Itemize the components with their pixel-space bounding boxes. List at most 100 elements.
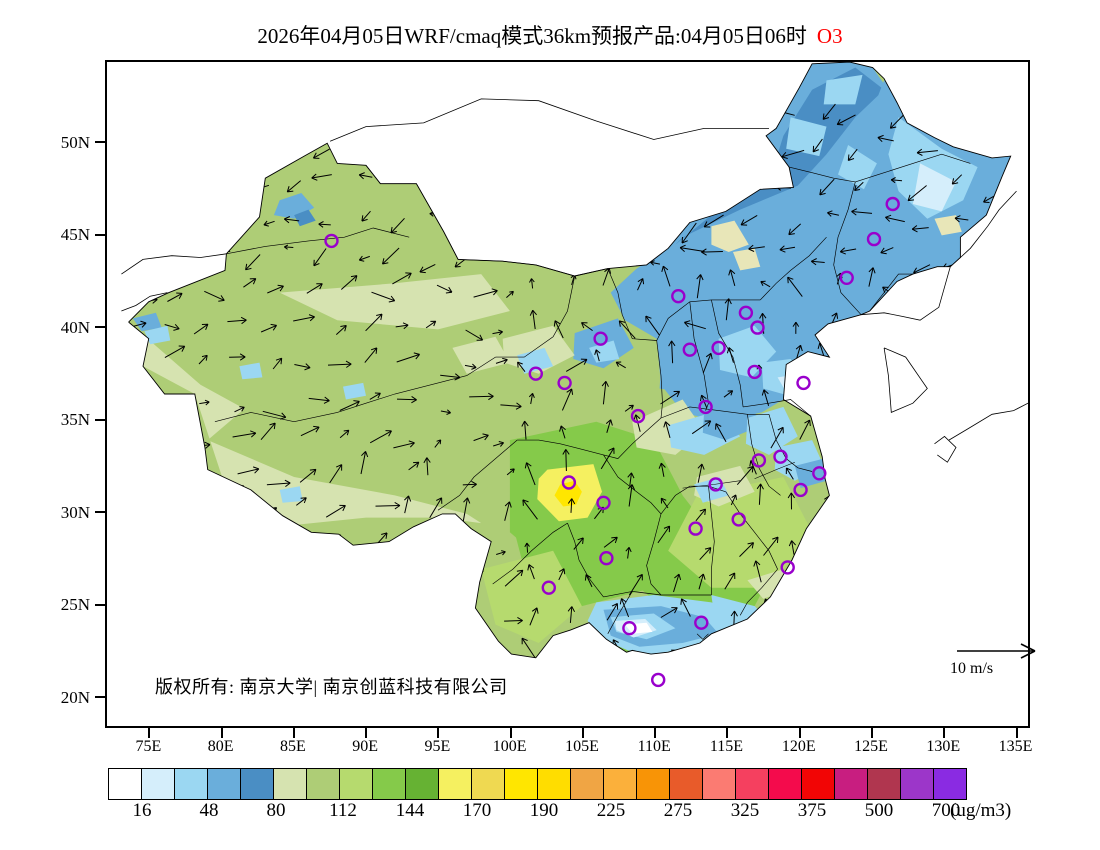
color-scale-swatch (669, 768, 703, 800)
x-axis-tick (509, 728, 512, 738)
wind-vector (620, 683, 631, 704)
station-marker[interactable] (866, 231, 882, 247)
station-marker[interactable] (694, 615, 709, 630)
station-marker[interactable] (593, 331, 608, 346)
wind-vector (328, 534, 342, 549)
wind-vector (827, 210, 840, 217)
wind-vector (393, 440, 415, 449)
wind-vector (521, 637, 536, 658)
map-plot-area (105, 60, 1030, 728)
station-marker[interactable] (596, 495, 611, 510)
fill-shanghai (794, 458, 827, 489)
wind-vector (862, 606, 871, 629)
wind-vector (128, 216, 130, 221)
wind-vector (705, 658, 711, 670)
wind-vector (457, 220, 469, 228)
wind-vector (789, 679, 795, 697)
wind-vector (142, 495, 154, 506)
wind-vector (529, 678, 542, 691)
wind-vector (266, 628, 279, 635)
kyushu-outline (934, 435, 957, 463)
wind-vector (788, 651, 797, 658)
station-marker[interactable] (651, 672, 666, 688)
wind-vector (668, 340, 676, 364)
wind-vector (748, 244, 765, 252)
wind-vector (220, 112, 232, 119)
station-marker[interactable] (885, 196, 900, 212)
station-marker[interactable] (541, 580, 556, 595)
wind-vector (382, 138, 401, 146)
wind-vector (557, 176, 569, 183)
wind-vector (995, 575, 1011, 588)
wind-vector (365, 313, 383, 332)
russia-far-east (960, 190, 1017, 258)
station-marker[interactable] (671, 288, 686, 304)
wind-vector (195, 449, 203, 471)
wind-vector (299, 468, 317, 483)
color-scale-tick-label: 190 (529, 800, 559, 821)
color-scale-units: (ug/m3) (950, 800, 1012, 821)
station-marker[interactable] (731, 512, 746, 527)
station-marker[interactable] (780, 560, 795, 575)
wind-vector (600, 447, 615, 470)
wind-vector (739, 542, 754, 557)
station-marker[interactable] (682, 342, 697, 357)
wind-vector (319, 107, 334, 115)
station-marker[interactable] (796, 375, 811, 391)
wind-vector (822, 103, 836, 120)
wind-vector (373, 568, 381, 581)
y-axis-tick (95, 326, 105, 328)
wind-vector (715, 423, 727, 442)
station-marker[interactable] (750, 320, 765, 335)
station-marker[interactable] (561, 475, 577, 490)
x-axis-label: 95E (424, 738, 451, 755)
station-marker[interactable] (812, 466, 827, 481)
wind-vector (458, 618, 469, 633)
wind-vector (128, 110, 133, 123)
station-marker[interactable] (773, 449, 788, 464)
station-marker[interactable] (599, 551, 614, 566)
wind-vector (423, 457, 431, 476)
color-scale-tick-label: 80 (266, 800, 286, 821)
wind-vector (974, 223, 993, 231)
station-marker[interactable] (622, 621, 637, 636)
wind-vector (266, 479, 291, 487)
station-marker[interactable] (708, 477, 723, 492)
station-marker[interactable] (557, 375, 572, 391)
wind-vector (283, 216, 300, 224)
station-marker[interactable] (630, 408, 646, 424)
province-border (607, 268, 657, 341)
color-scale-tick-label: 325 (730, 800, 760, 821)
station-marker[interactable] (751, 453, 767, 468)
fill-nm-khaki2 (733, 248, 761, 271)
wind-vector (851, 208, 873, 216)
station-marker[interactable] (738, 305, 754, 321)
wind-vector (504, 616, 523, 625)
wind-vector (811, 258, 825, 266)
color-scale-tick-label: 375 (797, 800, 827, 821)
wind-vector (601, 380, 609, 405)
wind-vector (473, 288, 498, 298)
wind-vector (766, 646, 774, 658)
wind-vector (584, 574, 593, 588)
station-marker[interactable] (839, 270, 854, 286)
wind-vector (880, 247, 894, 255)
station-marker[interactable] (698, 399, 713, 415)
wind-vector (493, 179, 509, 197)
station-marker[interactable] (688, 521, 703, 536)
color-scale-swatch (339, 768, 373, 800)
station-marker[interactable] (324, 233, 339, 249)
wind-vector (164, 567, 172, 585)
x-axis-tick (365, 728, 368, 738)
station-marker[interactable] (747, 364, 762, 380)
station-marker[interactable] (793, 482, 808, 498)
province-border (789, 166, 856, 183)
wind-vector (929, 618, 941, 628)
station-marker[interactable] (711, 340, 726, 356)
wind-vector (135, 695, 142, 703)
wind-vector (291, 582, 298, 595)
wind-vector (469, 392, 494, 401)
color-scale-swatch (207, 768, 241, 800)
wind-vector (992, 248, 1006, 257)
station-marker[interactable] (528, 366, 543, 381)
